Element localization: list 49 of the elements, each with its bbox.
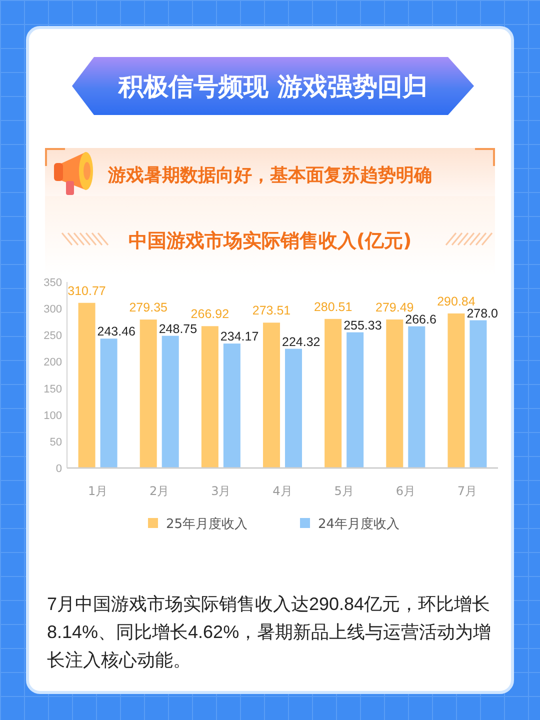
x-tick-label: 4月	[272, 484, 292, 498]
y-tick-label: 100	[44, 410, 62, 422]
bar	[223, 344, 240, 468]
text: 7月中国游戏市场实际销售收入达290.84亿元，环比增长8.14%、同比增长4.62%，暑期新品上线与运营活动为增长注入核心动能。	[47, 593, 492, 672]
data-label: 273.51	[252, 304, 291, 318]
chart-title: 中国游戏市场实际销售收入(亿元)	[128, 230, 412, 252]
bar	[78, 302, 96, 468]
bar	[448, 313, 465, 468]
text: 积极信号频现 游戏强势回归	[118, 72, 428, 101]
bar	[386, 319, 404, 468]
y-tick-label: 250	[44, 330, 62, 342]
data-label: 280.51	[314, 300, 352, 314]
data-label: 248.75	[158, 322, 198, 336]
bar	[346, 332, 364, 468]
bar	[285, 348, 302, 468]
bar	[470, 320, 487, 468]
bar	[324, 318, 342, 468]
bar	[140, 320, 157, 468]
data-label: 279.49	[376, 300, 414, 314]
y-tick-label: 150	[44, 383, 62, 396]
x-tick-label: 3月	[211, 484, 231, 498]
data-label: 279.35	[129, 300, 168, 315]
bar	[201, 326, 218, 468]
data-label: 243.46	[97, 324, 136, 339]
legend-label: 25年月度收入	[166, 516, 248, 532]
y-tick-label: 200	[44, 356, 62, 369]
x-tick-label: 5月	[334, 484, 354, 498]
data-label: 234.17	[220, 330, 259, 344]
y-tick-label: 0	[56, 463, 62, 475]
bar	[263, 322, 280, 468]
x-tick-label: 1月	[88, 484, 108, 498]
data-label: 255.33	[344, 318, 382, 332]
y-tick-label: 300	[44, 304, 62, 316]
data-label: 266.92	[190, 307, 230, 322]
x-tick-label: 2月	[150, 484, 170, 498]
bar	[162, 336, 179, 468]
x-tick-label: 6月	[396, 484, 416, 498]
legend-label: 24年月度收入	[318, 516, 400, 532]
x-tick-label: 7月	[457, 484, 478, 498]
data-label: 310.77	[68, 284, 106, 298]
text: 游戏暑期数据向好，基本面复苏趋势明确	[107, 165, 432, 186]
bar	[100, 338, 118, 468]
y-tick-label: 350	[44, 277, 62, 289]
data-label: 290.84	[437, 294, 476, 308]
data-label: 224.32	[282, 334, 320, 349]
y-tick-label: 50	[50, 436, 62, 448]
data-label: 278.0	[466, 306, 498, 320]
data-label: 266.6	[405, 312, 436, 326]
bar	[408, 326, 426, 468]
